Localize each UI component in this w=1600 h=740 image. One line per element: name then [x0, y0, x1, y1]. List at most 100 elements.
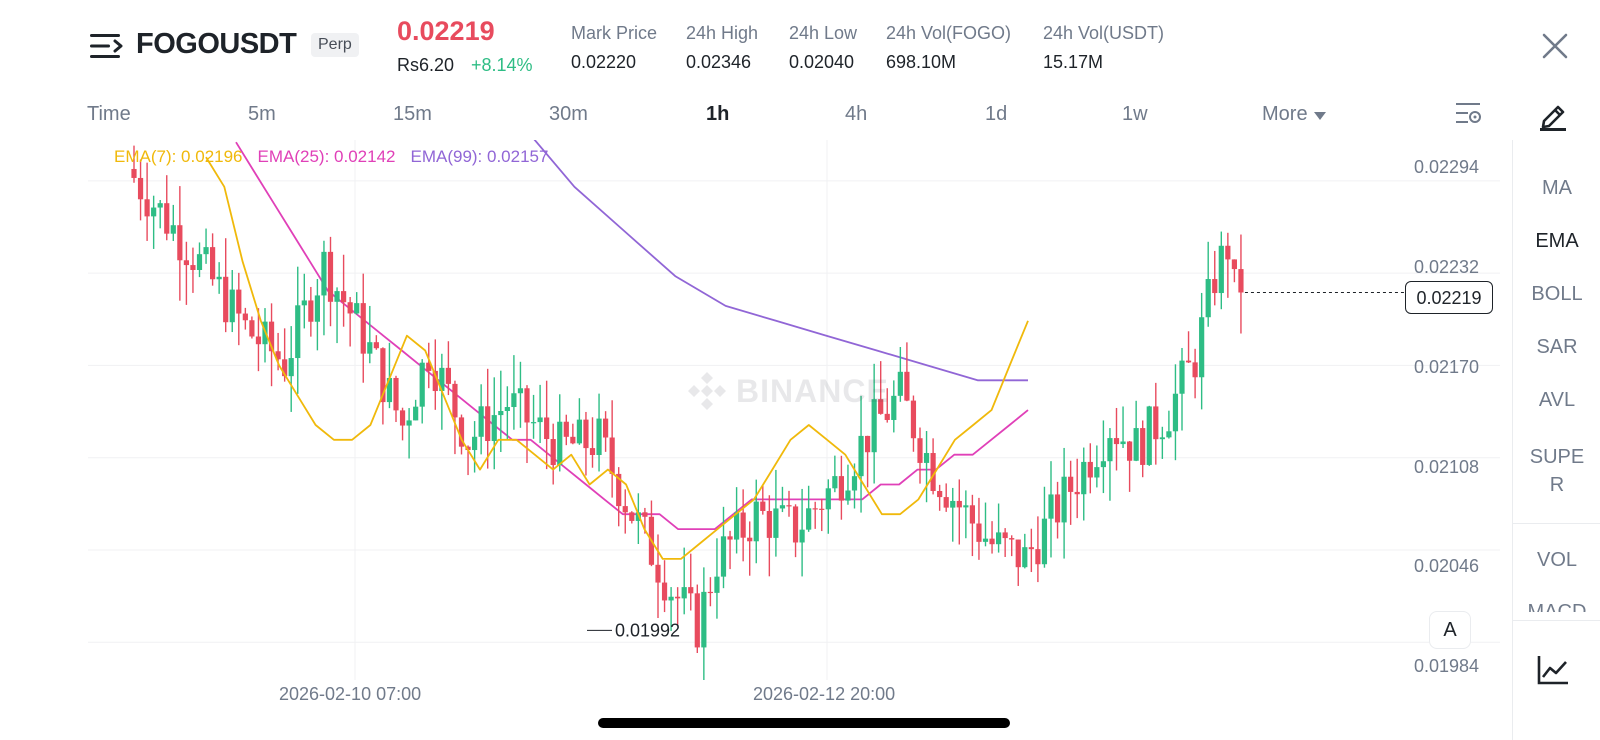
candle-body	[851, 476, 858, 491]
candlestick-chart[interactable]: 0.01992	[0, 140, 1512, 680]
candle-body	[544, 417, 550, 440]
indicator-vol[interactable]: VOL	[1536, 549, 1578, 571]
candle-body	[819, 508, 825, 510]
candle-body	[131, 168, 137, 178]
ema-legend[interactable]: EMA(7): 0.02196 EMA(25): 0.02142 EMA(99)…	[114, 147, 548, 167]
tab-1w[interactable]: 1w	[1122, 103, 1148, 125]
low-24h-label: 24h Low	[789, 23, 858, 43]
candle-body	[498, 410, 504, 416]
candle-body	[969, 505, 975, 524]
candle-body	[1002, 532, 1008, 539]
ema99-line	[533, 140, 1028, 382]
candle-body	[1074, 491, 1080, 495]
candle-body	[701, 591, 707, 648]
candle-body	[1172, 393, 1179, 432]
candle-body	[838, 476, 844, 501]
indicator-macd[interactable]: MACD	[1527, 601, 1587, 612]
candle-body	[1068, 476, 1074, 492]
more-label: More	[1262, 103, 1308, 125]
candle-body	[675, 596, 681, 599]
chart-type-icon[interactable]	[1536, 654, 1570, 686]
candle-body	[137, 177, 144, 200]
auto-scale-button[interactable]: A	[1429, 611, 1471, 649]
candle-body	[327, 251, 334, 302]
tab-15m[interactable]: 15m	[393, 103, 432, 125]
indicator-avl[interactable]: AVL	[1538, 389, 1576, 411]
mark-price-value: 0.02220	[571, 52, 637, 72]
candle-body	[570, 436, 576, 444]
indicator-sar[interactable]: SAR	[1536, 336, 1578, 358]
chart-settings-icon[interactable]	[1456, 101, 1482, 125]
candle-body	[1146, 406, 1152, 465]
candle-body	[183, 260, 189, 266]
candle-body	[865, 435, 871, 453]
candle-body	[917, 438, 923, 463]
candle-body	[616, 473, 622, 507]
candle-body	[589, 448, 596, 455]
candle-body	[753, 501, 759, 542]
mark-price-label: Mark Price	[571, 23, 658, 43]
candle-body	[341, 291, 347, 303]
candle-body	[603, 418, 609, 438]
candle-body	[1015, 539, 1021, 568]
candle-body	[504, 407, 510, 411]
indicator-boll[interactable]: BOLL	[1531, 283, 1583, 305]
candle-body	[799, 529, 805, 543]
tab-5m[interactable]: 5m	[248, 103, 276, 125]
candle-body	[740, 512, 746, 538]
candle-body	[943, 497, 949, 508]
candle-body	[295, 305, 301, 359]
home-indicator	[598, 718, 1010, 728]
close-icon[interactable]	[1542, 33, 1568, 59]
candle-body	[380, 348, 386, 403]
candle-body	[1159, 437, 1165, 440]
candle-body	[963, 505, 969, 508]
candle-body	[249, 320, 255, 337]
candle-body	[413, 406, 419, 421]
tab-1d[interactable]: 1d	[985, 103, 1008, 125]
candle-body	[210, 247, 216, 280]
candle-body	[439, 367, 445, 392]
candle-body	[825, 488, 831, 510]
symbol-title[interactable]: FOGOUSDT	[136, 28, 297, 60]
candle-body	[655, 564, 661, 583]
indicator-ema[interactable]: EMA	[1535, 230, 1579, 252]
price-change-percent: +8.14%	[471, 55, 533, 75]
tab-1h[interactable]: 1h	[706, 103, 730, 125]
tab-4h[interactable]: 4h	[845, 103, 868, 125]
indicator-ma[interactable]: MA	[1542, 177, 1572, 199]
time-tick: 2026-02-12 20:00	[753, 684, 896, 704]
candle-body	[1107, 438, 1113, 462]
low-24h-value: 0.02040	[789, 52, 855, 72]
time-tick: 2026-02-10 07:00	[279, 684, 422, 704]
candle-body	[1218, 245, 1224, 294]
low-marker-label: 0.01992	[615, 620, 680, 640]
indicator-panel: MA EMA BOLL SAR AVL SUPE R VOL MACD	[1512, 140, 1600, 740]
candle-body	[1166, 431, 1172, 438]
candle-body	[982, 538, 989, 542]
candle-body	[668, 596, 674, 601]
binance-watermark: BINANCE	[686, 370, 889, 412]
candle-body	[223, 276, 229, 323]
candle-body	[203, 247, 209, 255]
candle-body	[661, 582, 668, 601]
candle-body	[236, 289, 242, 314]
time-label: Time	[87, 103, 131, 125]
price-tick: 0.02294	[1414, 157, 1480, 177]
candle-body	[871, 399, 877, 453]
candle-body	[760, 501, 766, 511]
candle-body	[923, 453, 930, 463]
candle-body	[845, 490, 851, 501]
more-intervals-dropdown[interactable]: More	[1262, 103, 1326, 126]
candle-body	[1238, 269, 1244, 293]
candle-body	[1212, 279, 1218, 294]
candle-body	[1185, 360, 1192, 363]
indicator-super[interactable]: SUPE R	[1529, 446, 1585, 496]
menu-icon[interactable]	[90, 32, 124, 60]
candle-body	[891, 395, 897, 420]
pencil-icon[interactable]	[1538, 99, 1568, 131]
candle-body	[170, 225, 176, 234]
candle-body	[157, 203, 163, 208]
tab-30m[interactable]: 30m	[549, 103, 588, 125]
candle-body	[1231, 259, 1237, 270]
